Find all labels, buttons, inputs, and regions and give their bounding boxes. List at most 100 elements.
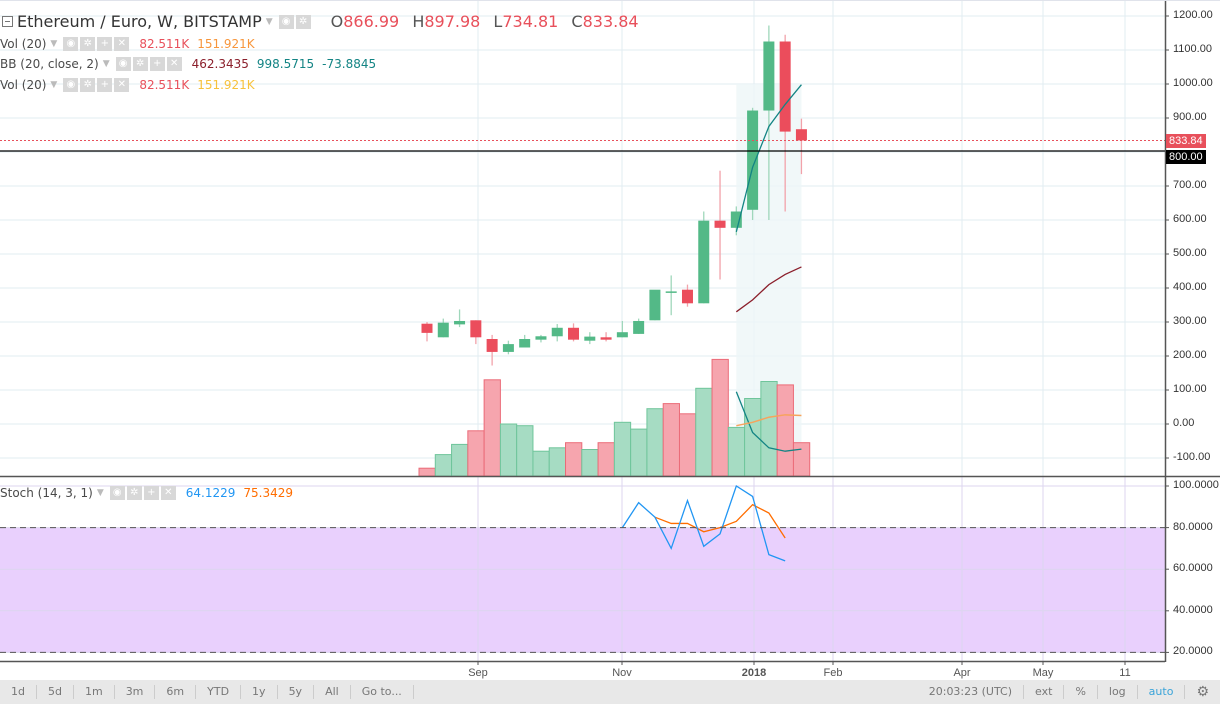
range-6m[interactable]: 6m xyxy=(155,685,197,699)
eye-icon[interactable]: ◉ xyxy=(115,57,131,71)
eye-icon[interactable]: ◉ xyxy=(63,78,79,92)
log-toggle[interactable]: log xyxy=(1098,685,1138,699)
gear-icon[interactable]: ⚙ xyxy=(1196,684,1209,700)
clock: 20:03:23 (UTC) xyxy=(918,685,1025,699)
price-axis-label: 100.00 xyxy=(1173,383,1207,395)
chevron-down-icon[interactable]: ▼ xyxy=(265,16,273,27)
volume-bar xyxy=(581,449,599,477)
candle xyxy=(665,291,677,293)
indicator-name[interactable]: Vol (20) xyxy=(0,37,47,51)
indicator-value: 82.511K xyxy=(139,78,190,92)
range-1m[interactable]: 1m xyxy=(74,685,115,699)
plus-icon[interactable]: + xyxy=(149,57,165,71)
time-axis-label: Apr xyxy=(953,667,971,679)
candle xyxy=(535,336,547,340)
close-value: 833.84 xyxy=(582,12,639,31)
close-icon[interactable]: ✕ xyxy=(114,37,130,51)
time-axis-label: Nov xyxy=(612,667,632,679)
close-icon[interactable]: ✕ xyxy=(160,486,176,500)
indicator-name[interactable]: BB (20, close, 2) xyxy=(0,57,99,71)
volume-bar xyxy=(613,421,632,477)
candle xyxy=(779,41,791,132)
price-axis-label: -100.00 xyxy=(1173,451,1211,463)
volume-bar xyxy=(451,443,469,477)
stoch-axis-label: 80.0000 xyxy=(1173,520,1213,533)
candle xyxy=(454,320,466,325)
eye-icon[interactable]: ◉ xyxy=(278,14,294,29)
goto-button[interactable]: Go to... xyxy=(351,685,414,699)
price-axis-label: 200.00 xyxy=(1173,349,1207,361)
low-value: 734.81 xyxy=(502,12,559,31)
candle xyxy=(747,110,759,210)
volume-bar xyxy=(630,428,648,477)
stoch-d-value: 75.3429 xyxy=(243,486,294,500)
symbol-title[interactable]: Ethereum / Euro, W, BITSTAMP xyxy=(17,12,262,31)
collapse-legend-icon[interactable] xyxy=(2,16,13,27)
close-icon[interactable]: ✕ xyxy=(166,57,182,71)
gear-icon[interactable]: ✲ xyxy=(126,486,142,500)
indicator-value: 82.511K xyxy=(139,37,190,51)
ext-toggle[interactable]: ext xyxy=(1024,685,1065,699)
gear-icon[interactable]: ✲ xyxy=(295,14,311,29)
indicator-value: 151.921K xyxy=(197,37,255,51)
price-axis-label: 600.00 xyxy=(1173,213,1207,225)
plus-icon[interactable]: + xyxy=(97,37,113,51)
candle xyxy=(698,220,710,304)
candle xyxy=(649,289,661,321)
plus-icon[interactable]: + xyxy=(97,78,113,92)
range-ytd[interactable]: YTD xyxy=(196,685,242,699)
open-value: 866.99 xyxy=(343,12,400,31)
chevron-down-icon[interactable]: ▼ xyxy=(96,488,104,498)
gear-icon[interactable]: ✲ xyxy=(80,37,96,51)
stoch-axis-label: 20.0000 xyxy=(1173,645,1213,658)
close-icon[interactable]: ✕ xyxy=(114,78,130,92)
price-axis-label: 1200.00 xyxy=(1173,9,1213,21)
eye-icon[interactable]: ◉ xyxy=(63,37,79,51)
stoch-axis-label: 100.0000 xyxy=(1173,479,1219,491)
candle xyxy=(600,337,612,340)
volume-bar xyxy=(565,442,583,477)
volume-bar xyxy=(776,384,794,477)
candle xyxy=(551,327,563,337)
chevron-down-icon[interactable]: ▼ xyxy=(50,80,58,90)
auto-toggle[interactable]: auto xyxy=(1138,685,1186,699)
candle xyxy=(633,320,645,334)
candle xyxy=(714,220,726,228)
range-1y[interactable]: 1y xyxy=(241,685,278,699)
indicator-name[interactable]: Stoch (14, 3, 1) xyxy=(0,486,93,500)
volume-bar xyxy=(678,413,697,477)
percent-toggle[interactable]: % xyxy=(1064,685,1098,699)
candle xyxy=(681,289,693,304)
range-5y[interactable]: 5y xyxy=(278,685,315,699)
stoch-axis-label: 40.0000 xyxy=(1173,603,1213,616)
range-5d[interactable]: 5d xyxy=(37,685,74,699)
range-all[interactable]: All xyxy=(314,685,351,699)
candle xyxy=(519,339,531,348)
indicator-value: 462.3435 xyxy=(191,57,249,71)
price-axis-label: 300.00 xyxy=(1173,315,1207,327)
price-axis-label: 900.00 xyxy=(1173,111,1207,123)
candle xyxy=(795,129,807,141)
plus-icon[interactable]: + xyxy=(143,486,159,500)
volume-bar xyxy=(662,403,680,477)
indicator-name[interactable]: Vol (20) xyxy=(0,78,47,92)
volume-bar xyxy=(418,467,436,477)
bottom-toolbar: 1d 5d 1m 3m 6m YTD 1y 5y All Go to... 20… xyxy=(0,680,1220,704)
volume-bar xyxy=(499,423,518,477)
price-axis-label: 500.00 xyxy=(1173,247,1207,259)
time-axis-label: Sep xyxy=(468,667,488,679)
volume-bar xyxy=(646,408,664,477)
gear-icon[interactable]: ✲ xyxy=(132,57,148,71)
gear-icon[interactable]: ✲ xyxy=(80,78,96,92)
range-3m[interactable]: 3m xyxy=(115,685,156,699)
eye-icon[interactable]: ◉ xyxy=(109,486,125,500)
range-1d[interactable]: 1d xyxy=(0,685,37,699)
candle xyxy=(616,332,628,338)
chevron-down-icon[interactable]: ▼ xyxy=(50,39,58,49)
candle xyxy=(502,344,514,352)
chevron-down-icon[interactable]: ▼ xyxy=(102,59,110,69)
time-axis-label: 11 xyxy=(1119,667,1131,679)
indicator-legend-vol-2: Vol (20) ▼ ◉ ✲ + ✕ 82.511K 151.921K xyxy=(0,78,255,92)
